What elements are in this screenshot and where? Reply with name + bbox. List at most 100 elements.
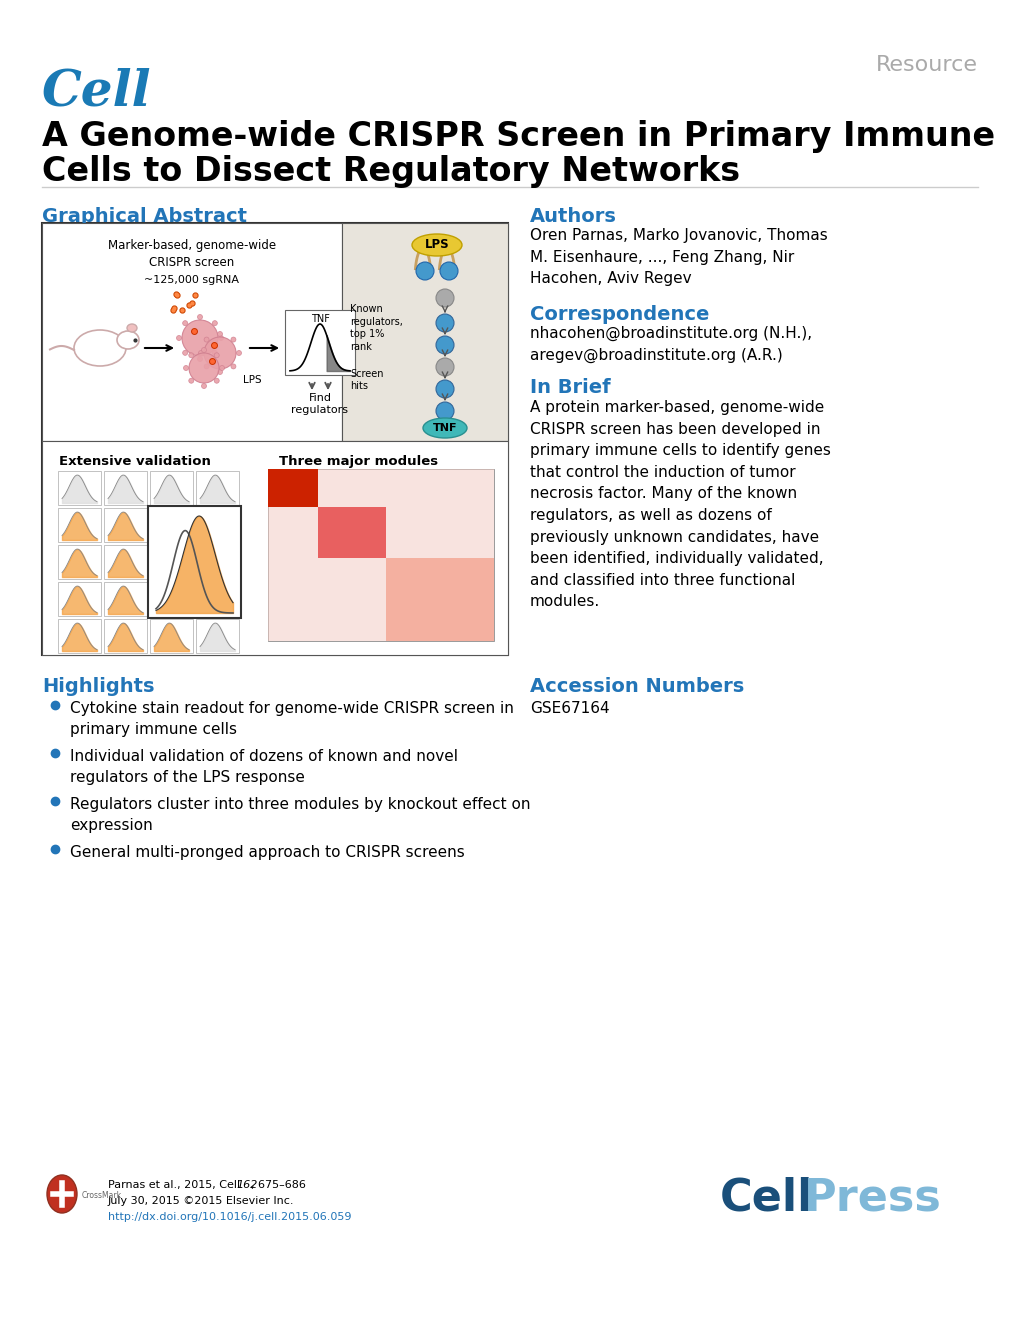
Ellipse shape <box>204 364 209 369</box>
Ellipse shape <box>435 289 453 307</box>
Text: Cell: Cell <box>719 1177 812 1219</box>
Ellipse shape <box>217 331 222 336</box>
Ellipse shape <box>74 330 126 365</box>
Bar <box>317 469 385 507</box>
Text: Cell: Cell <box>42 68 152 117</box>
Text: 162: 162 <box>235 1180 257 1190</box>
Ellipse shape <box>416 262 433 279</box>
Text: Resource: Resource <box>875 56 977 75</box>
Ellipse shape <box>435 357 453 376</box>
Bar <box>268 469 317 507</box>
Text: Three major modules: Three major modules <box>279 455 438 467</box>
Text: LPS: LPS <box>243 375 261 385</box>
Bar <box>268 507 317 559</box>
Text: Correspondence: Correspondence <box>530 305 708 324</box>
Bar <box>317 559 385 641</box>
Bar <box>385 559 493 641</box>
Text: TNF: TNF <box>432 422 457 433</box>
Ellipse shape <box>236 351 242 356</box>
Bar <box>42 222 507 655</box>
Text: Parnas et al., 2015, Cell: Parnas et al., 2015, Cell <box>108 1180 244 1190</box>
Ellipse shape <box>217 369 222 375</box>
Ellipse shape <box>212 320 217 326</box>
Ellipse shape <box>176 335 181 340</box>
Bar <box>58 620 101 653</box>
Ellipse shape <box>181 320 218 356</box>
Ellipse shape <box>214 379 219 383</box>
Text: Find
regulators: Find regulators <box>291 393 348 416</box>
Ellipse shape <box>189 354 219 383</box>
Ellipse shape <box>198 315 203 319</box>
Bar <box>284 310 355 375</box>
Bar <box>104 471 147 504</box>
Text: LPS: LPS <box>424 238 449 252</box>
Ellipse shape <box>230 338 235 342</box>
Ellipse shape <box>198 356 203 361</box>
Text: http://dx.doi.org/10.1016/j.cell.2015.06.059: http://dx.doi.org/10.1016/j.cell.2015.06… <box>108 1211 352 1222</box>
Text: Accession Numbers: Accession Numbers <box>530 677 744 696</box>
Bar <box>58 508 101 542</box>
Text: Graphical Abstract: Graphical Abstract <box>42 207 247 226</box>
Ellipse shape <box>412 234 462 256</box>
Text: TNF: TNF <box>310 314 329 324</box>
Bar <box>42 441 507 655</box>
Bar <box>196 471 238 504</box>
Ellipse shape <box>199 351 204 356</box>
Text: A protein marker-based, genome-wide
CRISPR screen has been developed in
primary : A protein marker-based, genome-wide CRIS… <box>530 400 830 609</box>
Bar <box>268 559 317 641</box>
Text: General multi-pronged approach to CRISPR screens: General multi-pronged approach to CRISPR… <box>70 845 465 861</box>
Ellipse shape <box>435 402 453 420</box>
Ellipse shape <box>202 347 206 352</box>
Ellipse shape <box>183 365 189 371</box>
Text: Press: Press <box>803 1177 941 1219</box>
Ellipse shape <box>230 364 235 369</box>
Ellipse shape <box>219 365 224 371</box>
Ellipse shape <box>214 352 219 357</box>
Ellipse shape <box>189 352 194 357</box>
Text: , 675–686: , 675–686 <box>251 1180 306 1190</box>
Ellipse shape <box>212 351 217 355</box>
Text: Individual validation of dozens of known and novel
regulators of the LPS respons: Individual validation of dozens of known… <box>70 749 458 785</box>
Text: Screen
hits: Screen hits <box>350 369 383 391</box>
Bar <box>385 469 493 507</box>
Text: Highlights: Highlights <box>42 677 154 696</box>
Bar <box>317 507 385 559</box>
Text: Cytokine stain readout for genome-wide CRISPR screen in
primary immune cells: Cytokine stain readout for genome-wide C… <box>70 700 514 737</box>
Ellipse shape <box>117 331 139 350</box>
Ellipse shape <box>189 379 194 383</box>
Text: ~125,000 sgRNA: ~125,000 sgRNA <box>145 275 239 285</box>
Ellipse shape <box>435 380 453 399</box>
Bar <box>58 471 101 504</box>
Text: Known
regulators,
top 1%
rank: Known regulators, top 1% rank <box>350 305 403 352</box>
Bar <box>104 583 147 616</box>
Text: Marker-based, genome-wide
CRISPR screen: Marker-based, genome-wide CRISPR screen <box>108 240 276 269</box>
Bar <box>58 583 101 616</box>
Bar <box>58 545 101 579</box>
Text: Authors: Authors <box>530 207 616 226</box>
Text: July 30, 2015 ©2015 Elsevier Inc.: July 30, 2015 ©2015 Elsevier Inc. <box>108 1196 294 1206</box>
Text: nhacohen@broadinstitute.org (N.H.),
aregev@broadinstitute.org (A.R.): nhacohen@broadinstitute.org (N.H.), areg… <box>530 326 811 363</box>
Bar <box>150 620 193 653</box>
Ellipse shape <box>423 418 467 438</box>
Ellipse shape <box>204 338 209 342</box>
Bar <box>104 545 147 579</box>
Text: GSE67164: GSE67164 <box>530 700 609 716</box>
Bar <box>196 620 238 653</box>
Ellipse shape <box>435 314 453 332</box>
Ellipse shape <box>202 384 206 388</box>
Bar <box>341 222 507 441</box>
Bar <box>268 469 493 641</box>
Ellipse shape <box>218 335 223 340</box>
Text: A Genome-wide CRISPR Screen in Primary Immune: A Genome-wide CRISPR Screen in Primary I… <box>42 120 995 154</box>
Bar <box>104 620 147 653</box>
Ellipse shape <box>182 320 187 326</box>
Ellipse shape <box>182 351 187 355</box>
Text: Oren Parnas, Marko Jovanovic, Thomas
M. Eisenhaure, ..., Feng Zhang, Nir
Hacohen: Oren Parnas, Marko Jovanovic, Thomas M. … <box>530 228 827 286</box>
Text: In Brief: In Brief <box>530 377 610 397</box>
Bar <box>42 222 341 441</box>
Text: CrossMark: CrossMark <box>82 1192 122 1201</box>
Bar <box>104 508 147 542</box>
Text: Cells to Dissect Regulatory Networks: Cells to Dissect Regulatory Networks <box>42 155 740 188</box>
Ellipse shape <box>47 1174 76 1213</box>
Bar <box>150 471 193 504</box>
